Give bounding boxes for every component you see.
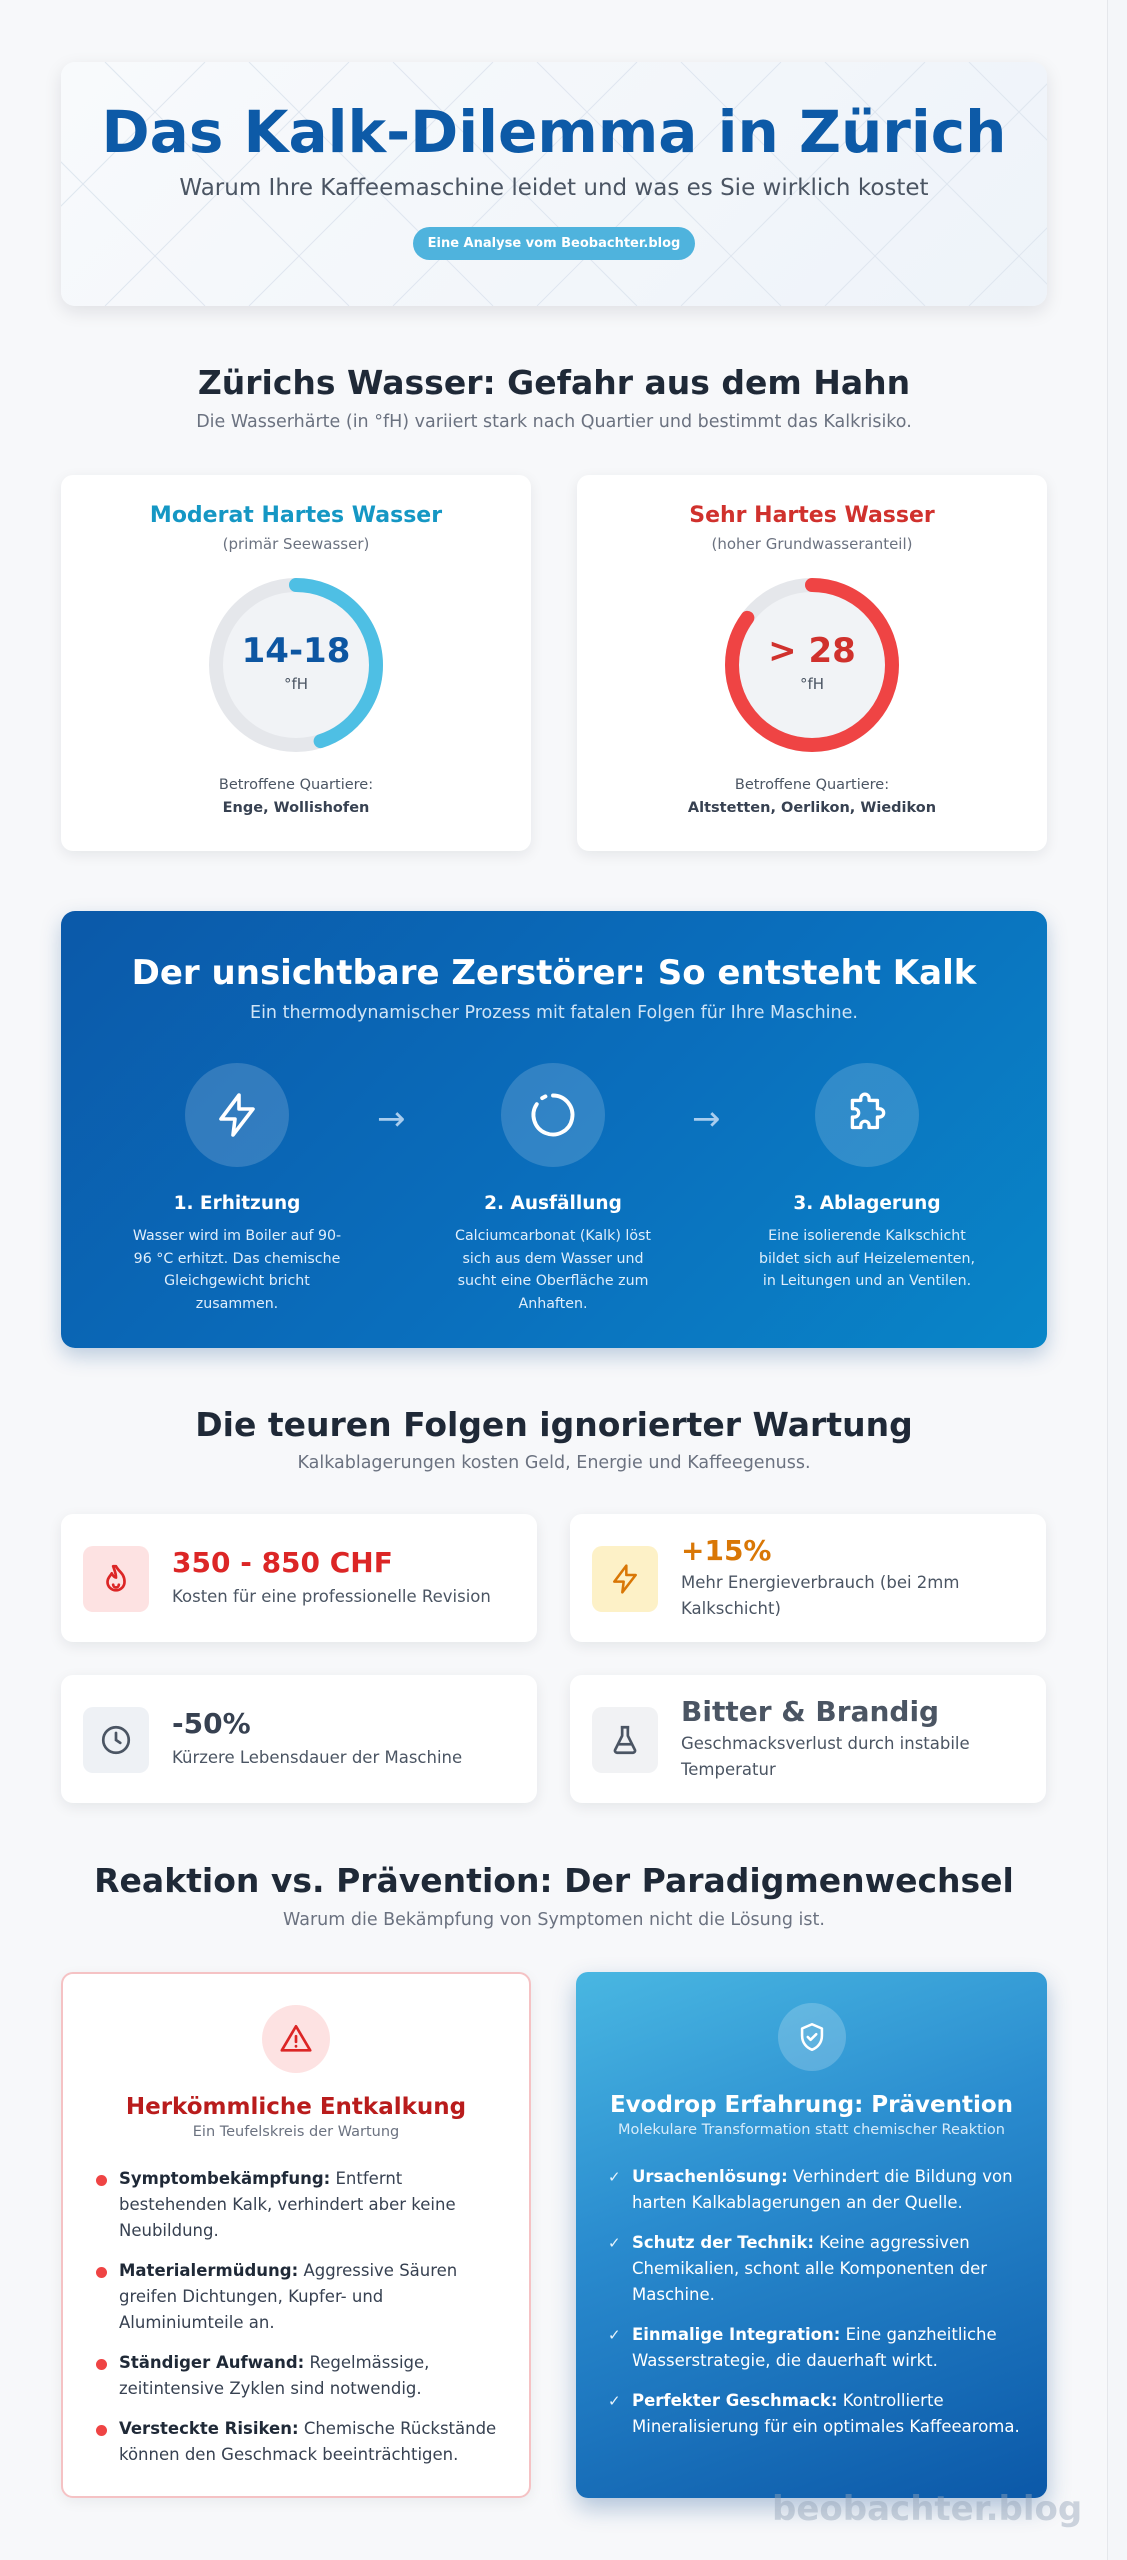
list-item: ✓ Ursachenlösung: Verhindert die Bildung … [606,2164,1025,2216]
bullet-dot-icon [96,2359,107,2370]
cost-description: Kosten für eine professionelle Revision [172,1587,491,1606]
step-description: Calciumcarbonat (Kalk) löst sich aus dem… [455,1228,651,1312]
cost-card-revision: 350 - 850 CHF Kosten für eine profession… [61,1514,537,1642]
cost-card-taste: Bitter & Brandig Geschmacksverlust durch… [570,1675,1046,1803]
source-badge[interactable]: Eine Analyse vom Beobachter.blog [413,227,695,260]
quarters-list: Altstetten, Oerlikon, Wiedikon [687,800,937,816]
gauge-value: 14-18 [241,631,351,671]
card-subtitle: Molekulare Transformation statt chemisch… [618,2122,1005,2138]
cost-description: Geschmacksverlust durch instabile Temper… [681,1734,970,1779]
cost-description: Mehr Energieverbrauch (bei 2mm Kalkschic… [681,1573,960,1618]
compare-section-subtitle: Warum die Bekämpfung von Symptomen nicht… [283,1910,825,1930]
list-item: ✓ Perfekter Geschmack: Kontrollierte Mine… [606,2388,1025,2440]
bullet-dot-icon [96,2425,107,2436]
quarters-label: Betroffene Quartiere: [218,777,374,793]
bullet-dot-icon [96,2175,107,2186]
cost-card-lifespan: -50% Kürzere Lebensdauer der Maschine [61,1675,537,1803]
watermark: beobachter.blog [772,2489,1083,2529]
lightning-icon [185,1063,289,1167]
list-item: ✓ Schutz der Technik: Keine aggressiven C… [606,2230,1025,2308]
cost-value: +15% [681,1534,772,1567]
process-panel: Der unsichtbare Zerstörer: So entsteht K… [61,911,1047,1348]
benefit-list: ✓ Ursachenlösung: Verhindert die Bildung … [606,2164,1025,2454]
water-card-note: (primär Seewasser) [222,535,370,553]
hardness-gauge: 14-18 °fH [206,575,386,755]
process-subtitle: Ein thermodynamischer Prozess mit fatale… [250,1003,858,1023]
costs-section-subtitle: Kalkablagerungen kosten Geld, Energie un… [297,1453,811,1473]
arrow-right-icon: → [377,1099,406,1139]
step-title: 3. Ablagerung [793,1193,941,1214]
quarters-list: Enge, Wollishofen [222,800,370,816]
cost-value: 350 - 850 CHF [172,1546,393,1579]
water-card-heading: Moderat Hartes Wasser [149,503,443,528]
check-icon: ✓ [608,2168,621,2186]
warning-triangle-icon [262,2005,330,2073]
quarters-label: Betroffene Quartiere: [734,777,890,793]
cost-description: Kürzere Lebensdauer der Maschine [172,1748,463,1767]
step-description: Eine isolierende Kalkschicht bildet sich… [758,1228,976,1289]
fire-icon [83,1546,149,1612]
flask-icon [592,1707,658,1773]
compare-section-title: Reaktion vs. Prävention: Der Paradigmenw… [94,1861,1014,1900]
list-item: ✓ Einmalige Integration: Eine ganzheitlic… [606,2322,1025,2374]
check-icon: ✓ [608,2392,621,2410]
diamond-pattern [61,62,1047,306]
list-item: Symptombekämpfung: Entfernt bestehenden … [93,2166,507,2244]
check-icon: ✓ [608,2234,621,2252]
gauge-ring [209,578,383,752]
gauge-value: > 28 [768,631,856,671]
gauge-unit: °fH [283,675,309,693]
arrow-right-icon: → [692,1099,721,1139]
cost-value: -50% [172,1707,251,1740]
circle-notch-icon [501,1063,605,1167]
costs-section-title: Die teuren Folgen ignorierter Wartung [195,1405,913,1444]
check-icon: ✓ [608,2326,621,2344]
list-item: Materialermüdung: Aggressive Säuren grei… [93,2258,507,2336]
bullet-dot-icon [96,2267,107,2278]
water-section-subtitle: Die Wasserhärte (in °fH) variiert stark … [196,412,912,432]
page-title: Das Kalk-Dilemma in Zürich [101,98,1007,166]
gauge-unit: °fH [799,675,825,693]
cost-value: Bitter & Brandig [681,1695,940,1728]
step-description: Wasser wird im Boiler auf 90-96 °C erhit… [132,1228,342,1312]
page-subtitle: Warum Ihre Kaffeemaschine leidet und was… [179,175,929,201]
gauge-ring [725,578,899,752]
card-title: Herkömmliche Entkalkung [125,2094,467,2120]
traditional-decalcification-card: Herkömmliche Entkalkung Ein Teufelskreis… [61,1972,531,2498]
puzzle-icon [815,1063,919,1167]
hero-banner: Das Kalk-Dilemma in Zürich Warum Ihre Ka… [61,62,1047,306]
process-title: Der unsichtbare Zerstörer: So entsteht K… [131,953,977,993]
water-section-title: Zürichs Wasser: Gefahr aus dem Hahn [197,363,911,402]
clock-icon [83,1707,149,1773]
card-subtitle: Ein Teufelskreis der Wartung [192,2124,400,2140]
water-card-moderate: Moderat Hartes Wasser (primär Seewasser)… [61,475,531,851]
step-title: 1. Erhitzung [173,1193,301,1214]
water-card-note: (hoher Grundwasseranteil) [711,535,913,553]
water-card-hard: Sehr Hartes Wasser (hoher Grundwasserant… [577,475,1047,851]
water-card-heading: Sehr Hartes Wasser [689,503,935,528]
card-title: Evodrop Erfahrung: Prävention [609,2092,1014,2118]
drawback-list: Symptombekämpfung: Entfernt bestehenden … [93,2166,507,2482]
shield-check-icon [778,2003,846,2071]
step-title: 2. Ausfällung [484,1193,622,1214]
cost-card-energy: +15% Mehr Energieverbrauch (bei 2mm Kalk… [570,1514,1046,1642]
list-item: Ständiger Aufwand: Regelmässige, zeitint… [93,2350,507,2402]
evodrop-prevention-card: Evodrop Erfahrung: Prävention Molekulare… [576,1972,1047,2498]
hardness-gauge: > 28 °fH [722,575,902,755]
list-item: Versteckte Risiken: Chemische Rückstände… [93,2416,507,2468]
lightning-icon [592,1546,658,1612]
